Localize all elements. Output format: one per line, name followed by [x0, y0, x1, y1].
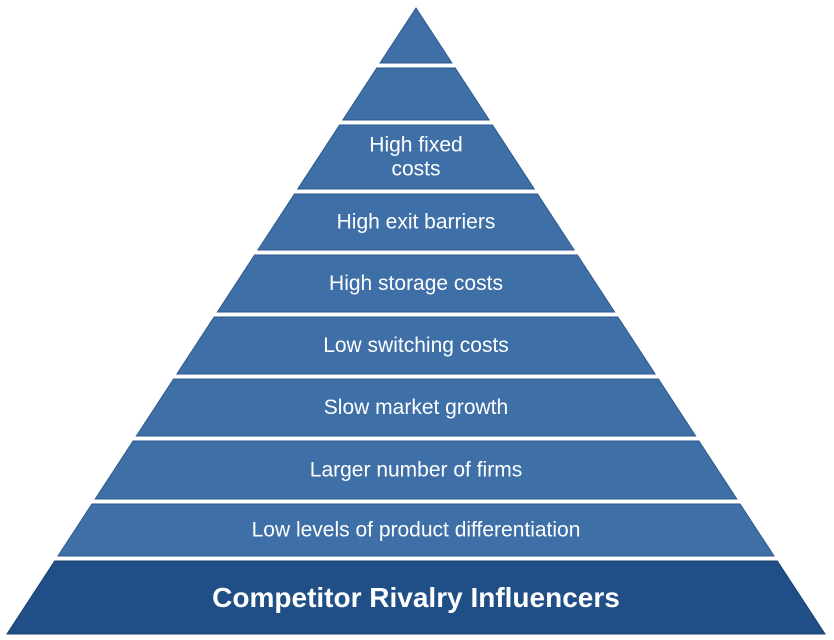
base-shape: [6, 560, 826, 635]
tier-shape: [216, 254, 616, 313]
tier-label: Larger number of firms: [310, 459, 522, 482]
tier-blank-1: [379, 7, 453, 64]
tier-label: Low switching costs: [323, 334, 509, 357]
tier-high-storage-costs: High storage costs: [216, 254, 616, 313]
tier-shape: [379, 7, 453, 64]
tier-high-exit-barriers: High exit barriers: [256, 193, 576, 251]
tier-label: High storage costs: [329, 272, 503, 295]
tier-shape: [94, 440, 738, 500]
tier-shape: [175, 316, 657, 375]
tier-shape: [256, 193, 576, 251]
tier-label: Slow market growth: [324, 396, 508, 419]
tier-label-line: High fixed: [369, 134, 462, 157]
tier-low-levels-of-product-differentiation: Low levels of product differentiation: [57, 503, 775, 557]
tier-shape: [135, 378, 697, 437]
tier-larger-number-of-firms: Larger number of firms: [94, 440, 738, 500]
pyramid-base: Competitor Rivalry Influencers: [6, 560, 826, 635]
pyramid-title: Competitor Rivalry Influencers: [212, 582, 620, 613]
tier-label: High exit barriers: [337, 211, 496, 234]
tier-slow-market-growth: Slow market growth: [135, 378, 697, 437]
tier-label-line: costs: [391, 158, 440, 181]
tier-label: Low levels of product differentiation: [252, 519, 581, 542]
tier-shape: [57, 503, 775, 557]
tier-blank-2: [341, 67, 491, 121]
tier-low-switching-costs: Low switching costs: [175, 316, 657, 375]
tier-shape: [341, 67, 491, 121]
tier-shape: [296, 124, 536, 190]
